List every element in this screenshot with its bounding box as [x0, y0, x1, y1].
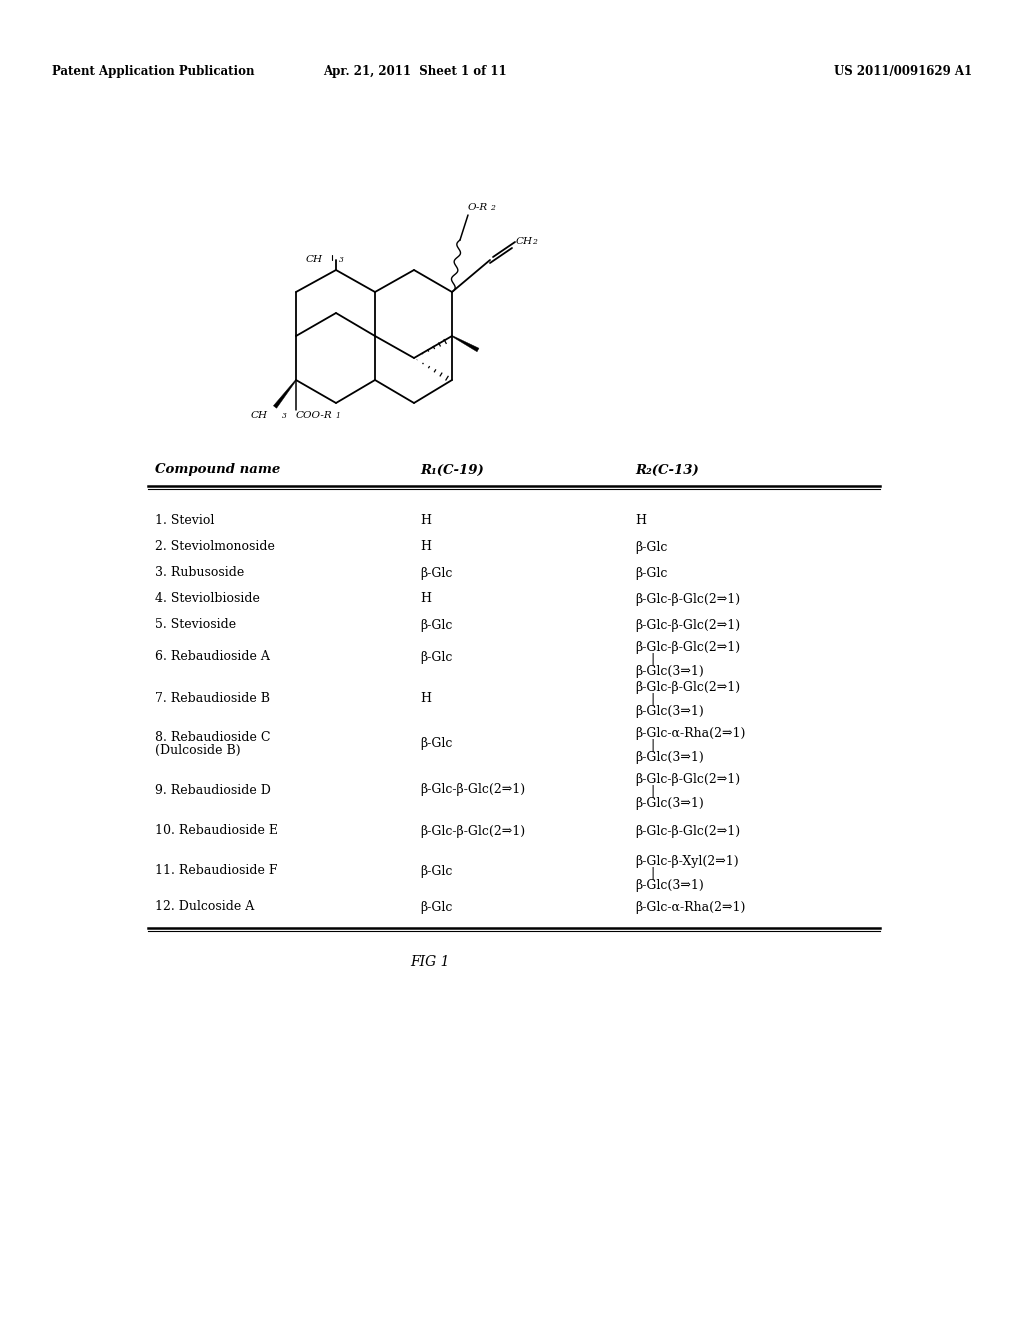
- Text: β-Glc: β-Glc: [420, 738, 453, 751]
- Text: 7. Rebaudioside B: 7. Rebaudioside B: [155, 692, 270, 705]
- Text: 3: 3: [282, 412, 287, 420]
- Text: R₁(C-19): R₁(C-19): [420, 463, 483, 477]
- Text: Compound name: Compound name: [155, 463, 281, 477]
- Text: β-Glc-β-Glc(2⇒1): β-Glc-β-Glc(2⇒1): [635, 825, 740, 837]
- Text: β-Glc(3⇒1): β-Glc(3⇒1): [635, 879, 703, 891]
- Text: β-Glc-β-Glc(2⇒1): β-Glc-β-Glc(2⇒1): [420, 825, 525, 837]
- Text: β-Glc(3⇒1): β-Glc(3⇒1): [635, 705, 703, 718]
- Text: β-Glc(3⇒1): β-Glc(3⇒1): [635, 797, 703, 810]
- Text: |: |: [651, 652, 655, 665]
- Text: β-Glc: β-Glc: [420, 865, 453, 878]
- Text: 9. Rebaudioside D: 9. Rebaudioside D: [155, 784, 271, 796]
- Text: (Dulcoside B): (Dulcoside B): [155, 744, 241, 756]
- Text: β-Glc: β-Glc: [635, 540, 668, 553]
- Text: CH: CH: [306, 255, 323, 264]
- Text: H: H: [420, 540, 431, 553]
- Text: CH: CH: [251, 411, 268, 420]
- Text: 3. Rubusoside: 3. Rubusoside: [155, 566, 245, 579]
- Text: COO-R: COO-R: [296, 411, 333, 420]
- Text: Patent Application Publication: Patent Application Publication: [52, 66, 255, 78]
- Text: H: H: [635, 515, 646, 528]
- Text: β-Glc(3⇒1): β-Glc(3⇒1): [635, 664, 703, 677]
- Text: 8. Rebaudioside C: 8. Rebaudioside C: [155, 731, 270, 744]
- Text: 2: 2: [490, 205, 495, 213]
- Text: CH: CH: [516, 238, 534, 246]
- Text: β-Glc-α-Rha(2⇒1): β-Glc-α-Rha(2⇒1): [635, 727, 745, 741]
- Text: 1: 1: [335, 412, 340, 420]
- Text: β-Glc-β-Xyl(2⇒1): β-Glc-β-Xyl(2⇒1): [635, 854, 738, 867]
- Text: 1. Steviol: 1. Steviol: [155, 515, 214, 528]
- Text: 12. Dulcoside A: 12. Dulcoside A: [155, 900, 254, 913]
- Text: 10. Rebaudioside E: 10. Rebaudioside E: [155, 825, 278, 837]
- Text: |: |: [651, 739, 655, 752]
- Text: 6. Rebaudioside A: 6. Rebaudioside A: [155, 651, 270, 664]
- Text: O-R: O-R: [468, 203, 488, 213]
- Text: 2. Steviolmonoside: 2. Steviolmonoside: [155, 540, 274, 553]
- Text: β-Glc-β-Glc(2⇒1): β-Glc-β-Glc(2⇒1): [635, 640, 740, 653]
- Text: β-Glc-α-Rha(2⇒1): β-Glc-α-Rha(2⇒1): [635, 900, 745, 913]
- Text: R₂(C-13): R₂(C-13): [635, 463, 698, 477]
- Text: β-Glc-β-Glc(2⇒1): β-Glc-β-Glc(2⇒1): [635, 681, 740, 694]
- Polygon shape: [273, 380, 296, 408]
- Text: β-Glc: β-Glc: [635, 566, 668, 579]
- Text: 4. Steviolbioside: 4. Steviolbioside: [155, 593, 260, 606]
- Text: 11. Rebaudioside F: 11. Rebaudioside F: [155, 865, 278, 878]
- Text: Apr. 21, 2011  Sheet 1 of 11: Apr. 21, 2011 Sheet 1 of 11: [324, 66, 507, 78]
- Text: β-Glc(3⇒1): β-Glc(3⇒1): [635, 751, 703, 764]
- Text: |: |: [651, 693, 655, 706]
- Text: β-Glc-β-Glc(2⇒1): β-Glc-β-Glc(2⇒1): [635, 593, 740, 606]
- Text: β-Glc-β-Glc(2⇒1): β-Glc-β-Glc(2⇒1): [420, 784, 525, 796]
- Text: US 2011/0091629 A1: US 2011/0091629 A1: [834, 66, 972, 78]
- Text: β-Glc-β-Glc(2⇒1): β-Glc-β-Glc(2⇒1): [635, 619, 740, 631]
- Text: β-Glc: β-Glc: [420, 566, 453, 579]
- Text: 2: 2: [532, 238, 537, 246]
- Text: 3: 3: [339, 256, 344, 264]
- Polygon shape: [452, 335, 479, 351]
- Text: β-Glc: β-Glc: [420, 619, 453, 631]
- Text: FIG 1: FIG 1: [411, 954, 450, 969]
- Text: β-Glc: β-Glc: [420, 651, 453, 664]
- Text: H: H: [420, 515, 431, 528]
- Text: β-Glc-β-Glc(2⇒1): β-Glc-β-Glc(2⇒1): [635, 774, 740, 787]
- Text: 5. Stevioside: 5. Stevioside: [155, 619, 237, 631]
- Text: |: |: [651, 785, 655, 799]
- Text: H: H: [420, 692, 431, 705]
- Text: |: |: [651, 866, 655, 879]
- Text: β-Glc: β-Glc: [420, 900, 453, 913]
- Text: H: H: [420, 593, 431, 606]
